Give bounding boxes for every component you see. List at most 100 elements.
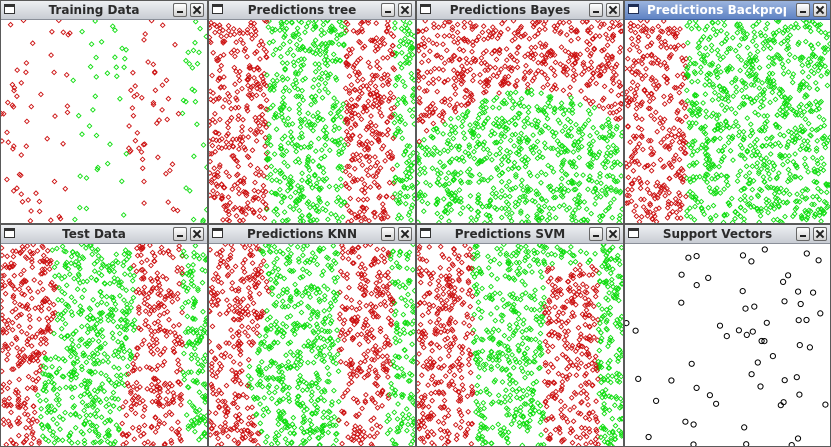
green-class-point (815, 41, 822, 47)
minimize-icon[interactable] (173, 227, 187, 241)
green-class-point (460, 205, 466, 211)
red-class-point (263, 124, 270, 131)
green-class-point (293, 197, 300, 204)
green-class-point (590, 138, 597, 144)
red-class-point (129, 105, 136, 111)
green-class-point (608, 187, 615, 193)
red-class-point (244, 153, 251, 160)
green-class-point (394, 76, 401, 83)
green-class-point (541, 203, 548, 210)
green-class-point (589, 178, 595, 184)
window-icon[interactable] (628, 4, 639, 14)
green-class-point (475, 213, 481, 220)
green-class-point (695, 106, 702, 112)
red-class-point (48, 52, 54, 58)
green-class-point (277, 145, 284, 152)
red-class-point (140, 141, 147, 148)
red-class-point (424, 69, 431, 76)
green-class-point (721, 186, 727, 192)
red-class-point (425, 80, 432, 87)
red-class-point (159, 107, 165, 113)
red-class-point (650, 161, 657, 168)
close-icon[interactable] (190, 3, 204, 17)
window-predictions-bayes[interactable]: Predictions Bayes (416, 0, 624, 224)
minimize-icon[interactable] (589, 3, 603, 17)
green-class-point (96, 270, 102, 276)
red-class-point (24, 338, 31, 344)
green-class-point (396, 197, 402, 203)
red-class-point (209, 122, 213, 128)
red-class-point (358, 116, 365, 123)
green-class-point (293, 148, 300, 155)
red-class-point (372, 163, 379, 169)
red-class-point (1, 388, 5, 395)
red-class-point (560, 69, 567, 75)
green-class-point (192, 428, 198, 435)
minimize-icon[interactable] (173, 3, 187, 17)
green-class-point (64, 302, 71, 309)
green-class-point (402, 35, 408, 42)
green-class-point (264, 139, 271, 146)
red-class-point (493, 56, 500, 63)
close-icon[interactable] (398, 3, 412, 17)
green-class-point (87, 63, 94, 70)
minimize-icon[interactable] (796, 3, 810, 17)
green-class-point (331, 127, 337, 134)
green-class-point (459, 154, 466, 161)
green-class-point (776, 189, 783, 196)
green-class-point (776, 27, 782, 34)
green-class-point (80, 278, 87, 285)
green-class-point (707, 188, 714, 195)
green-class-point (619, 206, 623, 213)
green-class-point (563, 147, 570, 154)
window-icon[interactable] (4, 228, 15, 238)
minimize-icon[interactable] (381, 3, 395, 17)
green-class-point (818, 29, 824, 36)
title-bar[interactable]: Predictions Bayes (417, 1, 623, 20)
green-class-point (537, 153, 543, 160)
green-class-point (825, 203, 830, 210)
window-predictions-backpropagation[interactable]: Predictions Backpropagat (624, 0, 831, 224)
close-icon[interactable] (190, 227, 204, 241)
red-class-point (16, 286, 23, 293)
red-class-point (372, 154, 378, 160)
window-test-data[interactable]: Test Data (0, 224, 208, 447)
green-class-point (325, 216, 331, 223)
title-bar[interactable]: Training Data (1, 1, 207, 20)
green-class-point (493, 190, 500, 197)
red-class-point (440, 118, 446, 125)
red-class-point (666, 175, 673, 182)
green-class-point (271, 83, 278, 90)
green-class-point (112, 27, 118, 34)
window-icon[interactable] (420, 4, 431, 14)
red-class-point (10, 146, 16, 152)
red-class-point (551, 52, 558, 58)
window-training-data[interactable]: Training Data (0, 0, 208, 224)
red-class-point (679, 81, 686, 88)
red-class-point (436, 112, 443, 119)
close-icon[interactable] (813, 3, 827, 17)
green-class-point (392, 82, 399, 89)
green-class-point (81, 421, 87, 427)
green-class-point (298, 56, 305, 62)
red-class-point (60, 29, 67, 36)
title-bar[interactable]: Predictions tree (209, 1, 415, 20)
green-class-point (538, 179, 544, 186)
red-class-point (249, 91, 256, 98)
green-class-point (199, 368, 206, 374)
red-class-point (376, 65, 383, 72)
title-bar[interactable]: Predictions Backpropagat (625, 1, 830, 20)
title-bar[interactable]: Test Data (1, 225, 207, 244)
green-class-point (611, 196, 617, 202)
green-class-point (526, 169, 533, 176)
green-class-point (298, 130, 305, 137)
window-predictions-tree[interactable]: Predictions tree (208, 0, 416, 224)
window-icon[interactable] (4, 4, 15, 14)
green-class-point (316, 65, 323, 72)
close-icon[interactable] (606, 3, 620, 17)
red-class-point (514, 58, 520, 65)
window-icon[interactable] (212, 4, 223, 14)
green-class-point (75, 112, 82, 119)
green-class-point (97, 399, 104, 405)
green-class-point (126, 253, 132, 260)
